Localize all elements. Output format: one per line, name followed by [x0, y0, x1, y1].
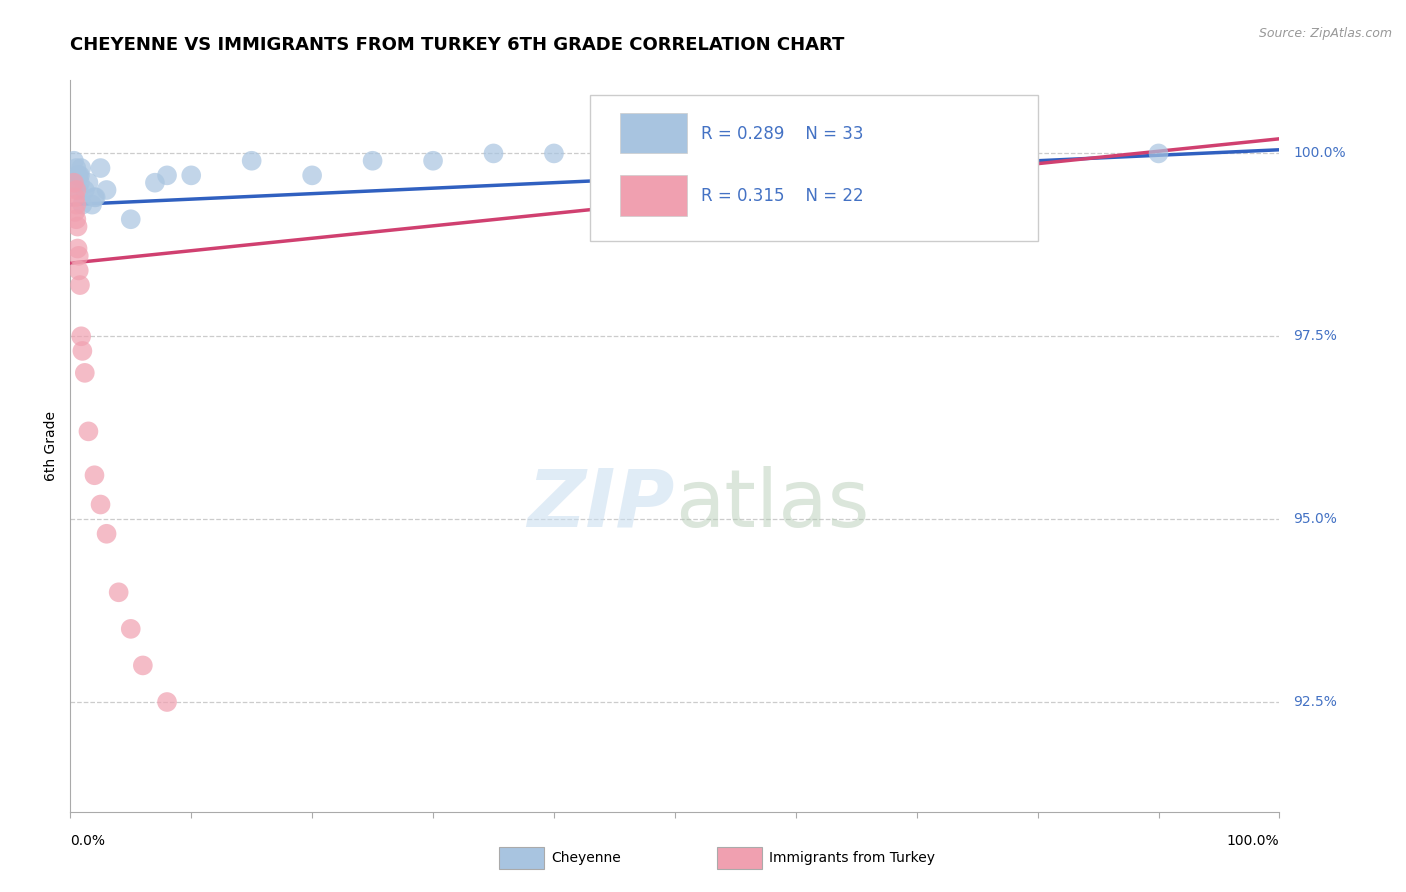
Point: [72, 197, 94, 211]
Point: [90, 498, 111, 512]
Point: [70, 329, 93, 343]
Point: [156, 695, 179, 709]
Point: [63, 176, 86, 190]
Point: [63, 205, 86, 219]
Point: [96, 526, 118, 541]
Point: [65, 183, 87, 197]
FancyBboxPatch shape: [620, 176, 688, 216]
Point: [66, 169, 89, 183]
Point: [96, 183, 118, 197]
Point: [65, 212, 87, 227]
Point: [67, 263, 90, 277]
Point: [70, 161, 93, 175]
FancyBboxPatch shape: [591, 95, 1038, 241]
Text: ZIP: ZIP: [527, 466, 675, 543]
Point: [1147, 146, 1170, 161]
Point: [66, 219, 89, 234]
Text: Source: ZipAtlas.com: Source: ZipAtlas.com: [1258, 27, 1392, 40]
Point: [77, 425, 100, 439]
Text: 92.5%: 92.5%: [1294, 695, 1337, 709]
Text: 95.0%: 95.0%: [1294, 512, 1337, 526]
Point: [73, 366, 96, 380]
Point: [90, 161, 111, 175]
Point: [905, 146, 928, 161]
Point: [80, 197, 103, 211]
Text: 97.5%: 97.5%: [1294, 329, 1337, 343]
Point: [966, 146, 988, 161]
Point: [63, 153, 86, 168]
Point: [65, 197, 87, 211]
Text: 100.0%: 100.0%: [1227, 834, 1279, 848]
Point: [69, 176, 91, 190]
Text: atlas: atlas: [675, 466, 869, 543]
Point: [120, 622, 142, 636]
Point: [67, 249, 90, 263]
Point: [785, 146, 807, 161]
Point: [84, 190, 107, 204]
Point: [180, 169, 202, 183]
Point: [73, 183, 96, 197]
Point: [361, 153, 384, 168]
Point: [845, 146, 868, 161]
Point: [240, 153, 263, 168]
Point: [72, 343, 94, 358]
Text: 0.0%: 0.0%: [70, 834, 105, 848]
Point: [83, 468, 105, 483]
Point: [69, 169, 91, 183]
Point: [66, 242, 89, 256]
Point: [83, 190, 105, 204]
Point: [67, 169, 90, 183]
Point: [422, 153, 444, 168]
Text: CHEYENNE VS IMMIGRANTS FROM TURKEY 6TH GRADE CORRELATION CHART: CHEYENNE VS IMMIGRANTS FROM TURKEY 6TH G…: [70, 36, 845, 54]
Text: R = 0.315    N = 22: R = 0.315 N = 22: [702, 186, 865, 205]
Point: [107, 585, 129, 599]
Point: [143, 176, 166, 190]
Point: [120, 212, 142, 227]
Point: [664, 146, 686, 161]
Point: [63, 176, 86, 190]
Text: 100.0%: 100.0%: [1294, 146, 1346, 161]
Point: [65, 161, 87, 175]
Y-axis label: 6th Grade: 6th Grade: [45, 411, 59, 481]
Point: [63, 190, 86, 204]
Point: [69, 278, 91, 293]
Text: Cheyenne: Cheyenne: [551, 851, 621, 865]
Point: [77, 176, 100, 190]
Point: [482, 146, 505, 161]
Text: Immigrants from Turkey: Immigrants from Turkey: [769, 851, 935, 865]
Text: R = 0.289    N = 33: R = 0.289 N = 33: [702, 125, 863, 143]
Point: [156, 169, 179, 183]
Point: [301, 169, 323, 183]
FancyBboxPatch shape: [620, 113, 688, 153]
Point: [132, 658, 155, 673]
Point: [67, 183, 90, 197]
Point: [543, 146, 565, 161]
